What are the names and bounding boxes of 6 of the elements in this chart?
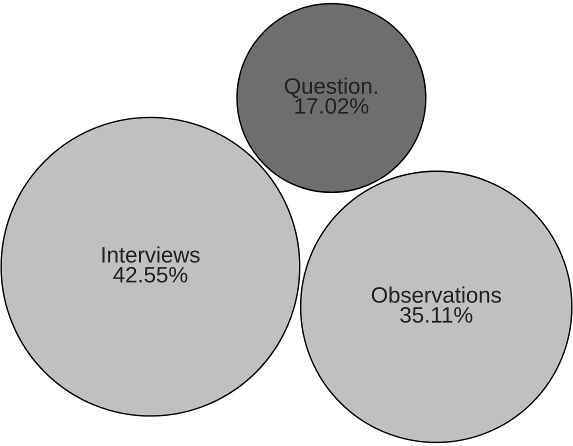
category-label: Observations bbox=[372, 286, 501, 303]
data-label: 17.02% bbox=[295, 98, 368, 114]
category-label: Interviews bbox=[102, 246, 200, 263]
data-label: 35.11% bbox=[400, 307, 472, 323]
category-label: Question. bbox=[284, 78, 377, 98]
data-label: 42.55% bbox=[113, 266, 188, 283]
